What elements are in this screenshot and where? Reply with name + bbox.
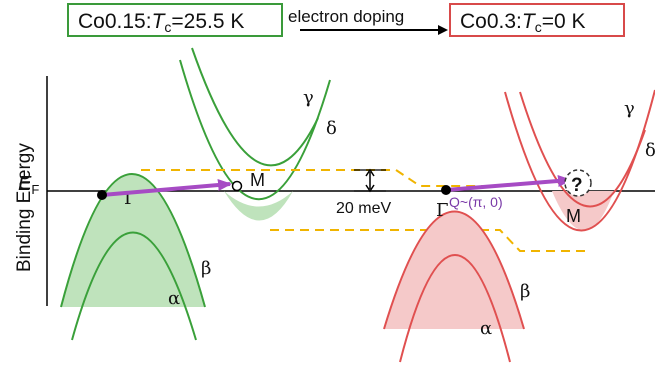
right-delta-band-label: δ [645, 140, 655, 161]
left-delta-band [191, 47, 319, 167]
lower-dashed-level [270, 229, 588, 252]
left-doping-label: Co0.15:Tc=25.5 K [78, 10, 244, 35]
right-doping-label: Co0.3:Tc=0 K [460, 10, 586, 35]
left-doping-box [67, 3, 283, 37]
fermi-level-label: EF [18, 173, 39, 197]
electron-doping-label: electron doping [288, 7, 404, 26]
right-gamma-band-label: γ [624, 98, 635, 119]
question-circle [564, 169, 592, 197]
y-axis-label: Binding Energy [14, 143, 35, 272]
left-nesting-arrow [101, 179, 232, 197]
right-gamma-point-label: Γ [436, 200, 449, 221]
right-doping-box [449, 3, 625, 37]
right-q-vector-label: Q~(π, 0) [449, 194, 503, 210]
right-gamma-dot [441, 185, 451, 195]
right-alpha-band-label: α [480, 318, 492, 339]
left-alpha-band-label: α [168, 288, 180, 309]
question-mark: ? [571, 175, 583, 196]
left-gamma-band [179, 59, 331, 201]
left-gamma-dot [97, 190, 107, 200]
right-nesting-arrow [445, 174, 572, 192]
right-m-point-label: M [566, 206, 581, 226]
left-gamma-band-label: γ [303, 87, 314, 108]
left-alpha-band [71, 231, 197, 341]
right-alpha-band [399, 254, 511, 363]
left-beta-band-label: β [201, 258, 211, 279]
left-m-fill [224, 191, 293, 221]
energy-gap-arrowheads [365, 168, 375, 193]
right-delta-band [519, 91, 646, 208]
left-beta-band [60, 173, 206, 308]
left-m-open-dot [231, 180, 243, 192]
left-delta-band-label: δ [326, 118, 337, 139]
left-m-point-label: M [250, 170, 265, 190]
upper-dashed-level [141, 169, 490, 187]
right-beta-band [383, 210, 525, 330]
energy-gap-label: 20 meV [336, 200, 391, 217]
right-m-fill [552, 191, 614, 231]
right-beta-band-label: β [520, 281, 530, 302]
